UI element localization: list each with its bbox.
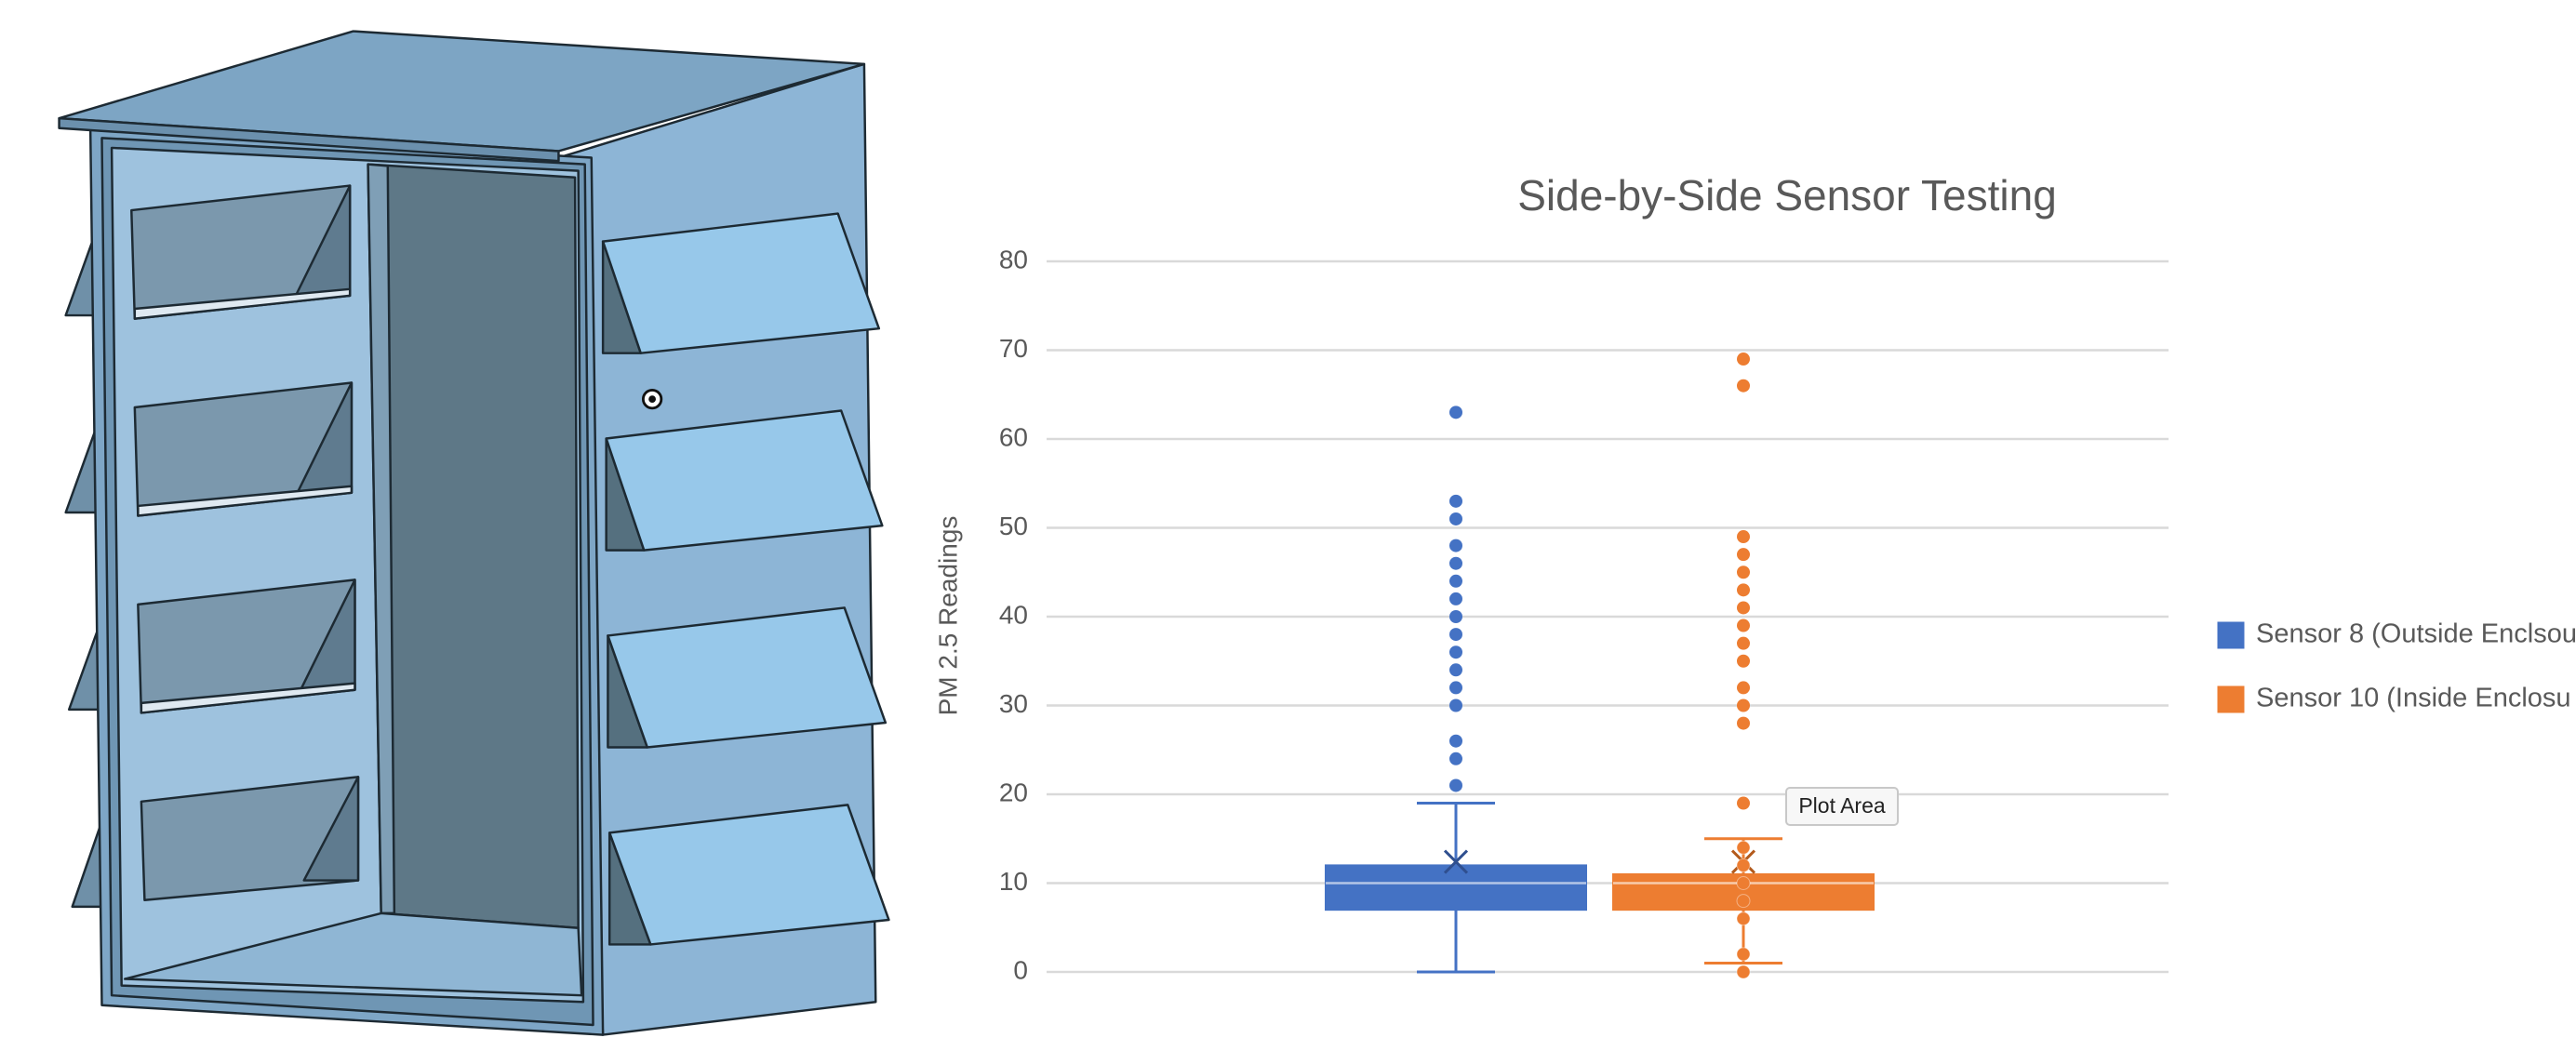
outlier	[1737, 601, 1750, 614]
tooltip-text: Plot Area	[1798, 793, 1886, 818]
outlier	[1737, 699, 1750, 712]
inner-point	[1737, 965, 1750, 978]
outlier	[1449, 752, 1462, 765]
y-tick-label: 30	[999, 689, 1028, 718]
outlier	[1449, 778, 1462, 792]
y-tick-label: 10	[999, 867, 1028, 896]
y-tick-label: 40	[999, 600, 1028, 629]
legend-label: Sensor 8 (Outside Enclsou	[2256, 619, 2576, 649]
outlier	[1737, 548, 1750, 561]
outlier	[1449, 592, 1462, 605]
y-tick-label: 80	[999, 245, 1028, 273]
outlier	[1449, 557, 1462, 570]
y-tick-label: 20	[999, 778, 1028, 806]
outlier	[1737, 717, 1750, 730]
outlier	[1449, 699, 1462, 712]
page: Side-by-Side Sensor Testing PM 2.5 Readi…	[0, 0, 2576, 1051]
inner-point	[1737, 912, 1750, 925]
outlier	[1737, 681, 1750, 694]
legend-label: Sensor 10 (Inside Enclosu	[2256, 684, 2571, 713]
outlier	[1737, 353, 1750, 366]
outlier	[1449, 735, 1462, 748]
outlier	[1737, 565, 1750, 579]
enclosure-render	[60, 32, 889, 1035]
outlier	[1449, 628, 1462, 641]
outlier	[1737, 637, 1750, 650]
y-tick-label: 0	[1013, 955, 1028, 984]
y-tick-label: 60	[999, 422, 1028, 451]
legend-swatch	[2218, 622, 2244, 648]
chart-title: Side-by-Side Sensor Testing	[1517, 171, 2057, 220]
inner-point	[1737, 858, 1750, 871]
inner-point	[1737, 895, 1750, 908]
outlier	[1449, 512, 1462, 526]
outlier	[1449, 645, 1462, 659]
outlier	[1737, 619, 1750, 632]
outlier	[1737, 379, 1750, 392]
outlier	[1449, 663, 1462, 676]
y-tick-label: 70	[999, 334, 1028, 363]
screen: Side-by-Side Sensor Testing PM 2.5 Readi…	[0, 0, 2576, 1051]
inner-point	[1737, 841, 1750, 854]
outlier	[1737, 655, 1750, 668]
outlier	[1449, 495, 1462, 508]
box	[1326, 865, 1586, 910]
outlier	[1449, 681, 1462, 694]
outlier	[1449, 406, 1462, 419]
y-tick-label: 50	[999, 512, 1028, 540]
outlier	[1449, 575, 1462, 588]
outlier	[1449, 610, 1462, 623]
y-axis-label: PM 2.5 Readings	[933, 516, 962, 716]
legend-swatch	[2218, 686, 2244, 712]
inner-point	[1737, 948, 1750, 961]
outlier	[1737, 530, 1750, 543]
outlier	[1449, 539, 1462, 552]
outlier	[1737, 797, 1750, 810]
outlier	[1737, 583, 1750, 596]
inner-point	[1737, 877, 1750, 890]
